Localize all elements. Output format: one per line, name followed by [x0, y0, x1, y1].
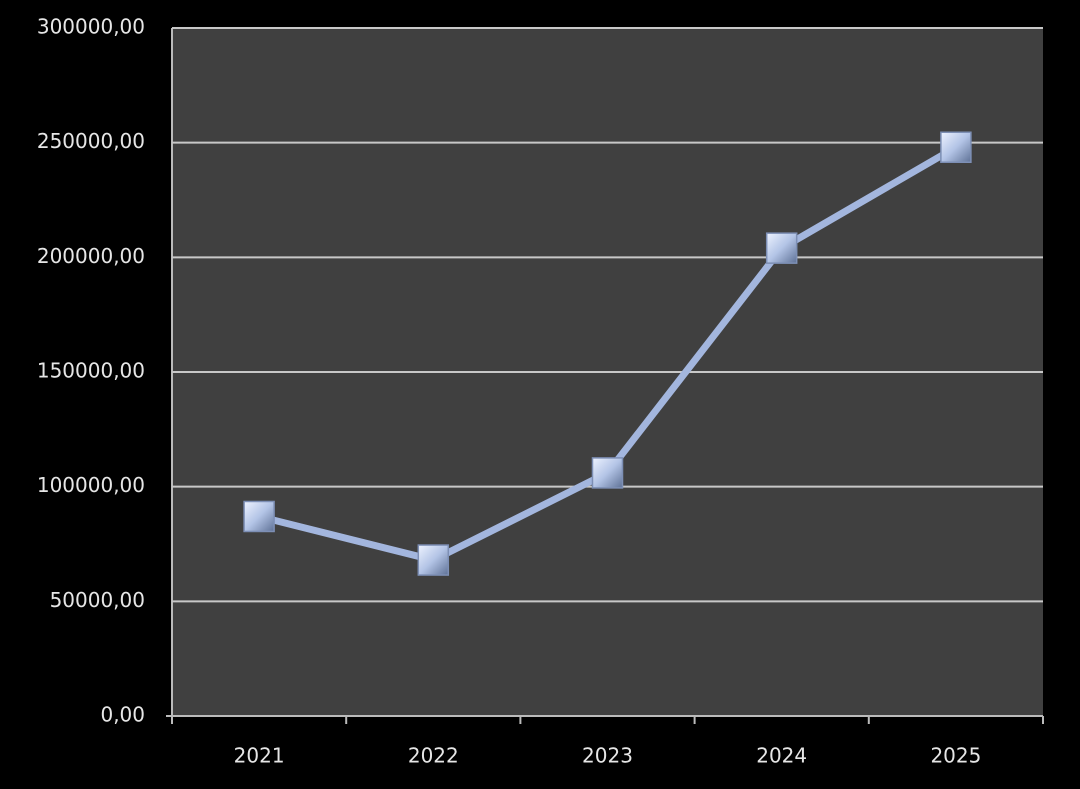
- y-tick-label: 200000,00: [37, 244, 145, 268]
- x-tick-label: 2023: [582, 744, 633, 768]
- y-tick-label: 250000,00: [37, 129, 145, 153]
- y-tick-label: 150000,00: [37, 359, 145, 383]
- y-tick-label: 50000,00: [50, 588, 145, 612]
- y-tick-label: 0,00: [100, 703, 145, 727]
- x-tick-label: 2021: [234, 744, 285, 768]
- x-tick-label: 2024: [756, 744, 807, 768]
- x-tick-label: 2022: [408, 744, 459, 768]
- marker: [417, 544, 450, 576]
- marker: [591, 457, 624, 489]
- marker: [765, 232, 798, 264]
- y-tick-label: 100000,00: [37, 473, 145, 497]
- marker: [243, 500, 275, 533]
- x-tick-label: 2025: [930, 744, 981, 768]
- marker: [940, 131, 972, 164]
- y-tick-label: 300000,00: [37, 15, 145, 39]
